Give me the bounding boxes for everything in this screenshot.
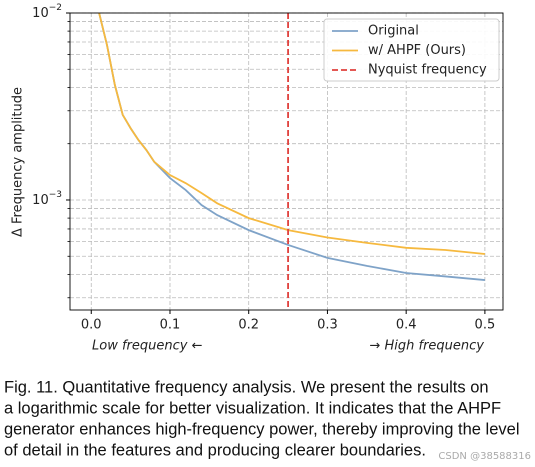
plot-area	[98, 13, 485, 310]
y-tick-label: 10−3	[32, 189, 62, 207]
x-tick-label: 0.5	[475, 318, 496, 333]
x-tick-label: 0.4	[396, 318, 417, 333]
x-tick-label: 0.0	[81, 318, 102, 333]
caption-line: generator enhances high-frequency power,…	[4, 420, 519, 438]
caption-line: of detail in the features and producing …	[4, 441, 426, 459]
caption-line: Fig. 11. Quantitative frequency analysis…	[4, 378, 489, 396]
watermark: CSDN @38588316	[438, 451, 531, 462]
legend-label: w/ AHPF (Ours)	[368, 43, 466, 58]
y-tick-base: 10	[32, 6, 49, 21]
y-tick-label: 10−2	[32, 3, 62, 21]
x-right-note: → High frequency	[369, 339, 484, 354]
x-tick-label: 0.1	[160, 318, 181, 333]
legend-box	[323, 18, 500, 82]
x-left-note: Low frequency ←	[92, 339, 203, 354]
x-tick-label: 0.3	[317, 318, 338, 333]
y-tick-exponent: −3	[49, 189, 62, 199]
legend-label: Original	[368, 24, 419, 39]
y-tick-exponent: −2	[49, 3, 62, 13]
y-axis-label: Δ Frequency amplitude	[11, 87, 26, 237]
x-tick-label: 0.2	[238, 318, 259, 333]
series-line	[98, 13, 485, 255]
caption-line: a logarithmic scale for better visualiza…	[4, 399, 501, 417]
plot-frame	[69, 12, 504, 311]
y-tick-base: 10	[32, 192, 49, 207]
legend-label: Nyquist frequency	[368, 63, 487, 78]
